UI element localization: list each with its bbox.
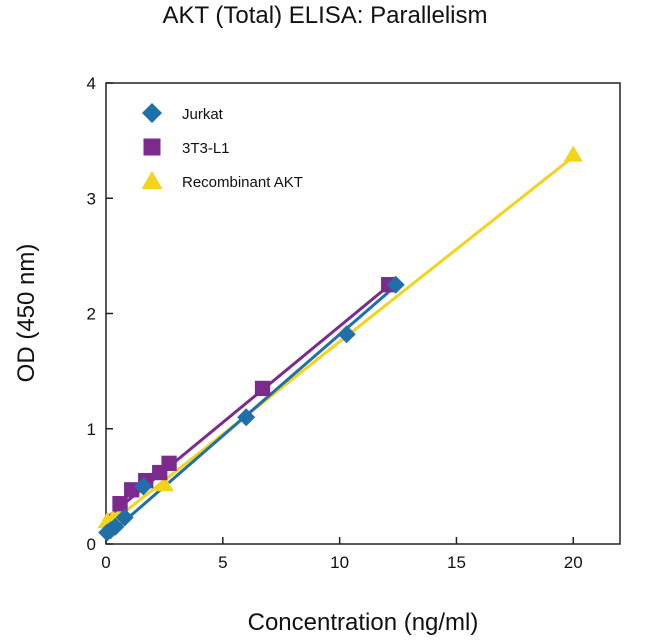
data-point-jurkat <box>115 508 134 527</box>
data-point-jurkat <box>237 408 256 427</box>
fit-line-recombinant-akt <box>105 155 575 528</box>
y-tick-label: 0 <box>87 535 96 554</box>
x-axis-ticks: 0 5 10 15 20 <box>101 537 583 572</box>
y-tick-label: 4 <box>87 74 96 93</box>
legend: Jurkat 3T3-L1 Recombinant AKT <box>141 103 303 191</box>
legend-label: 3T3-L1 <box>182 140 230 157</box>
data-point-3t3-l1 <box>254 380 271 397</box>
x-tick-label: 5 <box>218 553 227 572</box>
legend-marker-jurkat <box>142 103 162 123</box>
y-tick-label: 3 <box>87 189 96 208</box>
data-point-3t3-l1 <box>161 455 177 471</box>
data-point-recombinant-akt <box>563 145 583 162</box>
x-tick-label: 0 <box>101 553 110 572</box>
data-point-jurkat <box>337 325 356 344</box>
legend-label: Jurkat <box>182 106 224 123</box>
fit-lines <box>105 155 575 539</box>
data-point-jurkat <box>106 517 125 536</box>
data-point-jurkat <box>134 477 153 496</box>
x-tick-label: 20 <box>564 553 583 572</box>
x-axis-label: Concentration (ng/ml) <box>248 609 479 636</box>
x-tick-label: 15 <box>447 553 466 572</box>
x-tick-label: 10 <box>330 553 349 572</box>
data-point-3t3-l1 <box>112 496 128 512</box>
fit-line-jurkat <box>105 284 397 539</box>
legend-marker-3t3-l1 <box>143 138 161 156</box>
y-axis-label: OD (450 nm) <box>13 244 40 383</box>
y-axis-ticks: 0 1 2 3 4 <box>87 74 113 554</box>
data-point-jurkat <box>386 275 405 294</box>
data-point-recombinant-akt <box>154 475 174 492</box>
legend-label: Recombinant AKT <box>182 174 303 191</box>
y-tick-label: 1 <box>87 420 96 439</box>
chart-title: AKT (Total) ELISA: Parallelism <box>162 2 488 29</box>
legend-marker-recombinant-akt <box>141 171 163 189</box>
y-tick-label: 2 <box>87 305 96 324</box>
data-markers <box>97 145 583 542</box>
